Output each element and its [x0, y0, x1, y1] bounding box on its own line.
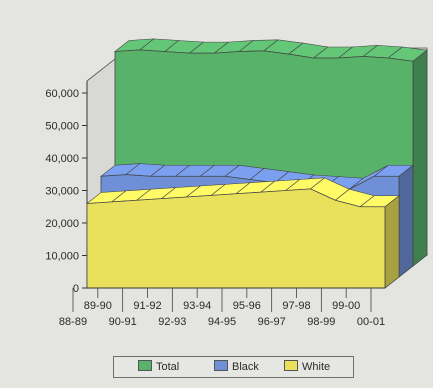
y-tick-label: 0	[73, 283, 79, 295]
x-tick-label: 91-92	[133, 300, 161, 312]
y-tick-label: 10,000	[45, 251, 79, 263]
x-tick-label: 89-90	[84, 300, 112, 312]
x-tick-label: 97-98	[282, 300, 310, 312]
x-tick-label: 94-95	[208, 316, 236, 328]
y-tick-label: 60,000	[45, 88, 79, 100]
area-side-white	[384, 195, 400, 289]
legend-item-total: Total	[138, 360, 179, 374]
area-side-black	[398, 164, 414, 278]
y-tick-label: 20,000	[45, 218, 79, 230]
x-tick-label: 96-97	[258, 316, 286, 328]
legend-swatch-white	[284, 360, 298, 371]
area-front-white	[86, 188, 386, 289]
legend-label-total: Total	[156, 361, 180, 373]
legend-swatch-black	[214, 360, 228, 371]
legend-item-white: White	[284, 360, 330, 374]
x-tick-label: 99-00	[332, 300, 360, 312]
x-tick-label: 00-01	[357, 316, 385, 328]
x-tick-label: 98-99	[307, 316, 335, 328]
x-tick-label: 88-89	[59, 316, 87, 328]
x-tick-label: 93-94	[183, 300, 211, 312]
x-tick-label: 92-93	[158, 316, 186, 328]
legend-label-white: White	[302, 361, 331, 373]
x-tick-label: 90-91	[109, 316, 137, 328]
chart-legend: Total Black White	[113, 356, 354, 378]
y-tick-label: 40,000	[45, 153, 79, 165]
y-tick-label: 30,000	[45, 186, 79, 198]
x-tick-label: 95-96	[233, 300, 261, 312]
legend-swatch-total	[138, 360, 152, 371]
y-tick-label: 50,000	[45, 121, 79, 133]
legend-label-black: Black	[232, 361, 259, 373]
area-side-total	[412, 49, 428, 267]
legend-item-black: Black	[214, 360, 259, 374]
